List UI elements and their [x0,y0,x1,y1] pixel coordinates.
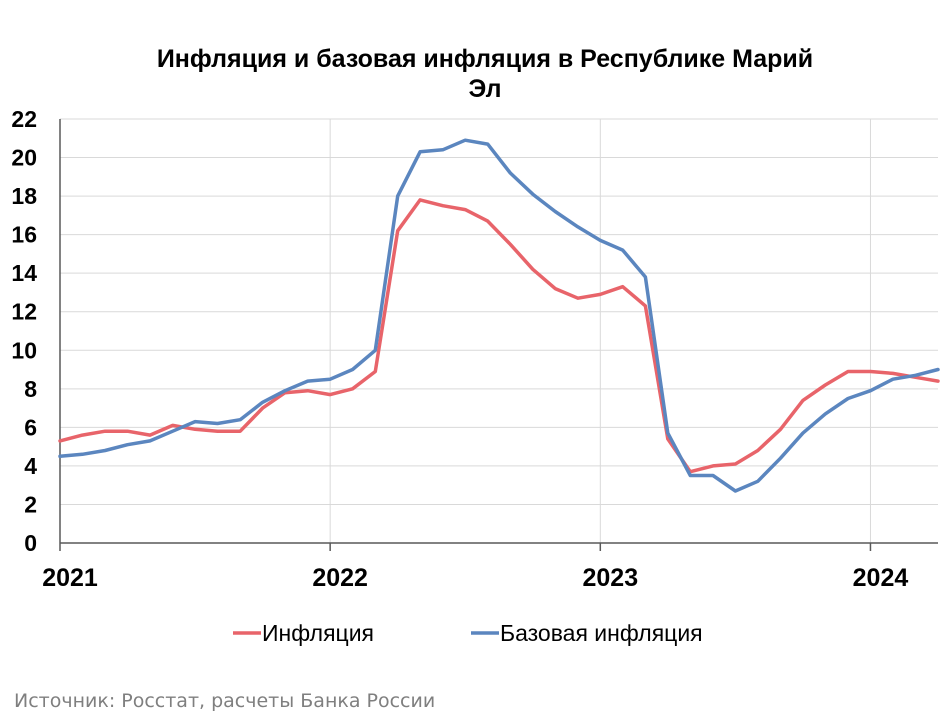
y-tick-label: 12 [11,299,37,325]
x-tick-label: 2021 [42,564,98,592]
y-tick-label: 22 [11,106,37,132]
y-tick-label: 10 [11,337,37,363]
y-tick-label: 14 [11,260,37,286]
chart-title: Инфляция и базовая инфляция в Республике… [0,44,950,104]
y-tick-label: 6 [24,414,37,440]
legend-label-1: Инфляция [262,620,374,646]
x-tick-label: 2024 [853,564,909,592]
series-line-1 [58,198,940,474]
series-line-2 [58,138,940,493]
chart-title-line1: Инфляция и базовая инфляция в Республике… [156,45,814,73]
y-tick-label: 16 [11,222,37,248]
y-tick-label: 4 [24,453,37,479]
legend-label-2: Базовая инфляция [500,620,703,646]
x-tick-label: 2023 [582,564,638,592]
y-tick-label: 0 [24,530,37,556]
x-tick-label: 2022 [312,564,368,592]
y-tick-label: 2 [24,491,37,517]
chart-title-line2: Эл [468,75,502,103]
y-tick-label: 8 [24,376,37,402]
y-tick-label: 20 [11,145,37,171]
source-note: Источник: Росстат, расчеты Банка России [14,690,436,712]
y-tick-label: 18 [11,183,37,209]
